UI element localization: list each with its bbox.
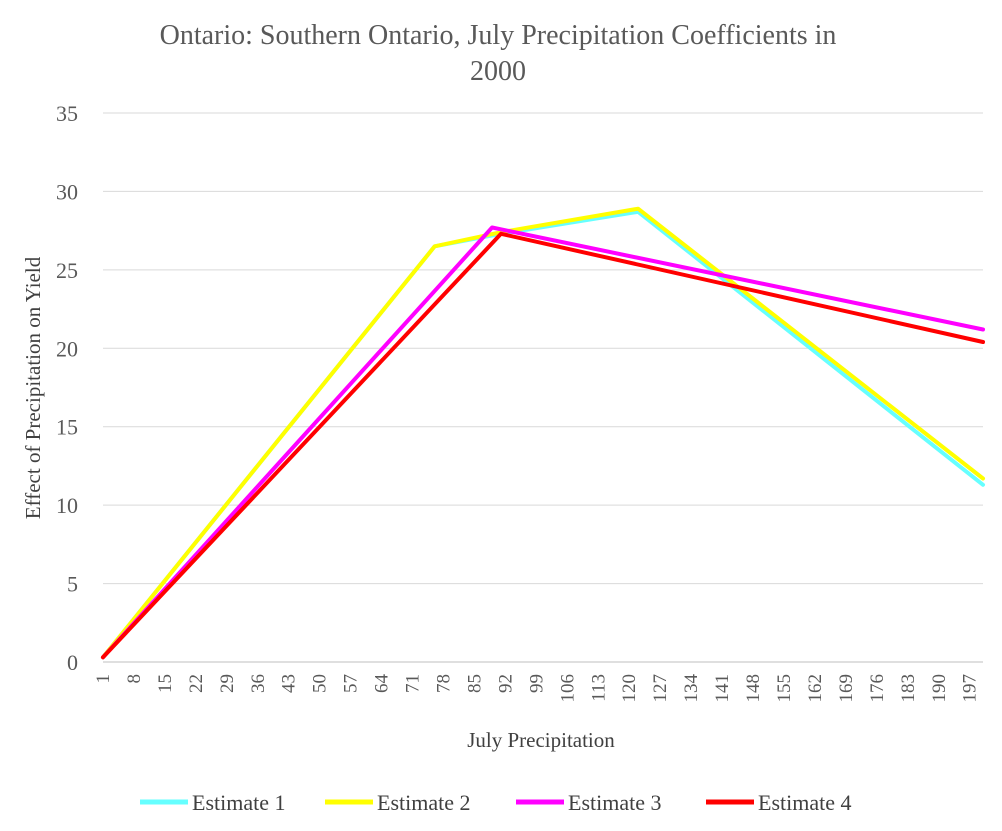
chart-title-line-1: Ontario: Southern Ontario, July Precipit… — [160, 20, 837, 51]
legend-label-estimate-2: Estimate 2 — [377, 790, 470, 815]
x-tick-label-169: 169 — [836, 674, 857, 703]
x-tick-label-85: 85 — [464, 674, 485, 693]
x-tick-label-141: 141 — [712, 674, 733, 703]
x-tick-label-92: 92 — [495, 674, 516, 693]
x-tick-label-99: 99 — [526, 674, 547, 693]
x-tick-label-106: 106 — [557, 674, 578, 703]
x-tick-label-8: 8 — [124, 674, 145, 684]
y-tick-label-0: 0 — [67, 650, 78, 675]
legend-label-estimate-1: Estimate 1 — [192, 790, 285, 815]
x-tick-label-57: 57 — [341, 674, 362, 693]
x-tick-label-29: 29 — [217, 674, 238, 693]
x-tick-label-155: 155 — [774, 674, 795, 703]
legend-label-estimate-3: Estimate 3 — [568, 790, 661, 815]
x-tick-label-127: 127 — [650, 674, 671, 703]
x-tick-label-113: 113 — [588, 674, 609, 702]
x-tick-label-148: 148 — [743, 674, 764, 703]
series-line-estimate-4 — [101, 231, 985, 660]
series-lines — [101, 206, 985, 660]
y-tick-label-5: 5 — [67, 572, 78, 597]
x-tick-label-176: 176 — [867, 674, 888, 703]
y-axis-label: Effect of Precipitation on Yield — [21, 256, 45, 519]
x-axis-ticks: 1 8 15 22 29 36 43 50 57 64 71 78 85 92 99 106 113 120 127… — [93, 674, 981, 703]
series-line-estimate-2 — [101, 206, 985, 660]
y-tick-label-20: 20 — [56, 336, 78, 361]
series-line-estimate-3 — [101, 225, 985, 660]
x-tick-label-71: 71 — [403, 674, 424, 693]
chart-title-line-2: 2000 — [470, 56, 526, 87]
y-tick-label-10: 10 — [56, 493, 78, 518]
x-axis-label: July Precipitation — [467, 728, 615, 752]
legend-label-estimate-4: Estimate 4 — [758, 790, 851, 815]
x-tick-label-43: 43 — [279, 674, 300, 693]
y-tick-label-15: 15 — [56, 415, 78, 440]
gridlines — [103, 112, 983, 663]
series-line-estimate-1 — [101, 209, 985, 660]
x-tick-label-197: 197 — [960, 674, 981, 703]
x-tick-label-162: 162 — [805, 674, 826, 703]
x-tick-label-134: 134 — [681, 674, 702, 703]
x-tick-label-64: 64 — [372, 674, 393, 694]
y-axis-ticks: 0 5 10 15 20 25 30 35 — [56, 101, 78, 675]
x-tick-label-183: 183 — [898, 674, 919, 703]
x-tick-label-50: 50 — [310, 674, 331, 693]
legend: Estimate 1 Estimate 2 Estimate 3 Estimate 4 — [140, 790, 851, 815]
x-tick-label-120: 120 — [619, 674, 640, 703]
y-tick-label-30: 30 — [56, 179, 78, 204]
x-tick-label-15: 15 — [155, 674, 176, 693]
x-tick-label-78: 78 — [434, 674, 455, 693]
x-tick-label-1: 1 — [93, 674, 114, 684]
x-tick-label-190: 190 — [929, 674, 950, 703]
y-tick-label-25: 25 — [56, 258, 78, 283]
y-tick-label-35: 35 — [56, 101, 78, 126]
x-tick-label-36: 36 — [248, 674, 269, 693]
x-tick-label-22: 22 — [186, 674, 207, 693]
